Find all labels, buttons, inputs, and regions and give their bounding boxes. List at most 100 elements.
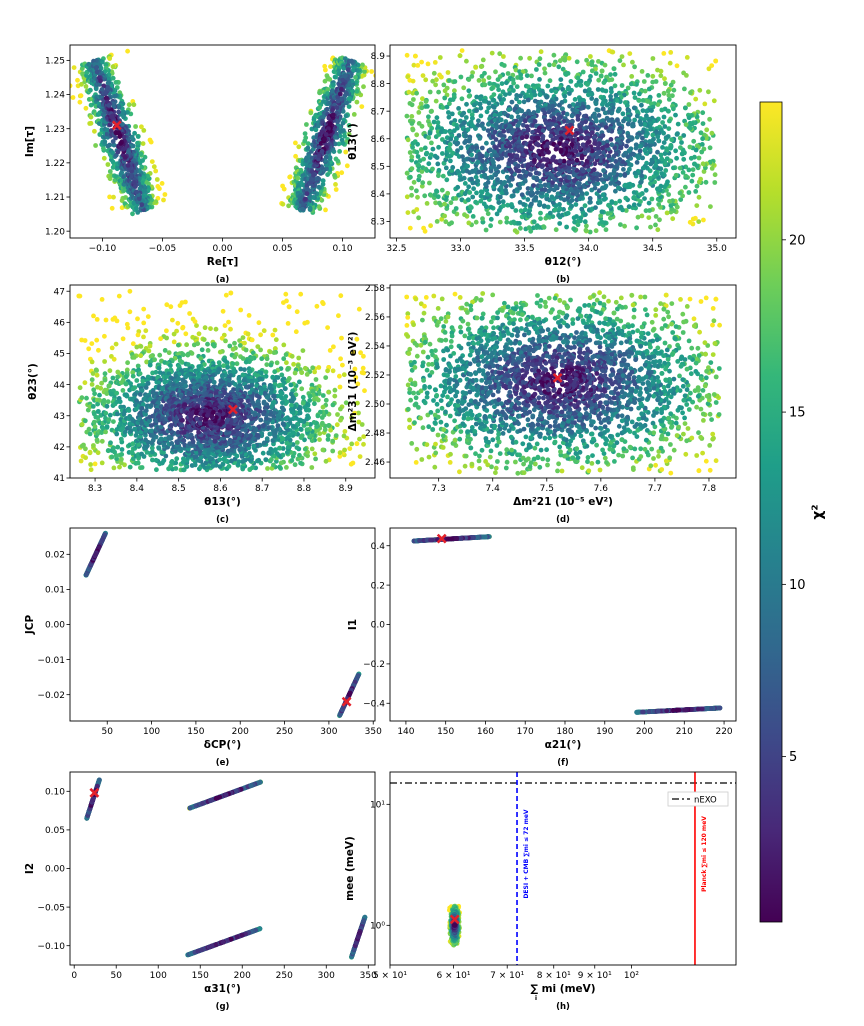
data-point (261, 328, 267, 334)
data-point (582, 219, 588, 225)
data-point (696, 155, 702, 161)
data-point (686, 102, 692, 107)
data-point (360, 365, 366, 371)
data-point (449, 220, 454, 226)
data-point (115, 444, 121, 450)
data-point (88, 114, 94, 120)
data-point (532, 157, 537, 163)
data-point (348, 461, 354, 467)
data-point (97, 398, 103, 403)
data-point (662, 76, 667, 82)
data-point (596, 77, 602, 83)
data-point (630, 59, 635, 65)
data-point (647, 139, 653, 145)
data-point (521, 99, 527, 105)
data-point (223, 292, 229, 298)
data-point (161, 458, 167, 463)
data-point (129, 173, 134, 179)
data-point (603, 125, 609, 130)
data-point (164, 335, 170, 341)
data-point (606, 202, 611, 208)
data-point (293, 140, 298, 146)
data-point (574, 82, 579, 88)
data-point (282, 386, 288, 392)
data-point (583, 135, 588, 141)
data-point (309, 465, 315, 470)
data-point (483, 227, 489, 233)
data-point (572, 97, 578, 102)
data-point (320, 178, 326, 184)
data-point (655, 134, 661, 140)
data-point (487, 147, 493, 153)
data-point (173, 460, 179, 466)
data-point (279, 372, 285, 378)
data-point (353, 75, 358, 80)
data-point (302, 404, 308, 410)
data-point (550, 137, 556, 143)
data-point (407, 225, 413, 231)
data-point (71, 65, 77, 70)
data-point (484, 109, 490, 115)
data-point (584, 57, 589, 63)
data-point (495, 177, 500, 182)
data-point (599, 68, 605, 74)
data-point (466, 88, 472, 94)
data-point (600, 150, 606, 155)
data-point (330, 368, 336, 374)
data-point (497, 194, 503, 200)
data-point (557, 102, 562, 108)
data-point (105, 80, 111, 86)
data-point (688, 155, 694, 161)
data-point (107, 169, 113, 174)
data-point (631, 105, 637, 111)
data-point (495, 77, 501, 82)
data-point (153, 369, 159, 375)
data-point (438, 74, 444, 80)
data-point (416, 110, 422, 115)
data-point (352, 366, 358, 372)
data-point (138, 353, 144, 358)
data-point (355, 381, 361, 387)
data-point (606, 128, 612, 134)
data-point (404, 194, 410, 200)
data-point (639, 173, 645, 179)
data-point (582, 150, 588, 156)
data-point (315, 123, 321, 129)
data-point (191, 342, 197, 348)
data-point (95, 401, 100, 407)
data-point (337, 384, 343, 390)
data-point (183, 331, 189, 337)
data-point (701, 169, 707, 174)
data-point (333, 156, 339, 162)
data-point (655, 102, 661, 107)
data-point (450, 165, 456, 170)
data-point (369, 69, 374, 74)
data-point (411, 97, 416, 102)
data-point (445, 70, 451, 75)
data-point (599, 219, 605, 225)
data-point (307, 393, 313, 399)
data-point (322, 78, 328, 84)
y-tick-label: 8.7 (371, 107, 385, 117)
data-point (605, 211, 611, 216)
data-point (346, 131, 352, 137)
data-point (131, 180, 137, 185)
data-point (618, 222, 623, 228)
data-point (639, 213, 645, 219)
data-point (337, 454, 343, 459)
data-point (470, 115, 475, 121)
data-point (529, 73, 534, 79)
data-point (316, 145, 322, 151)
x-tick-label: 34.5 (643, 244, 663, 254)
data-point (564, 111, 570, 117)
data-point (666, 92, 672, 98)
data-point (255, 344, 261, 349)
data-point (573, 202, 579, 207)
data-point (302, 365, 308, 371)
data-point (274, 360, 280, 366)
data-point (696, 219, 702, 225)
data-point (430, 166, 435, 172)
data-point (479, 145, 485, 151)
data-point (330, 448, 336, 454)
data-point (701, 217, 706, 223)
